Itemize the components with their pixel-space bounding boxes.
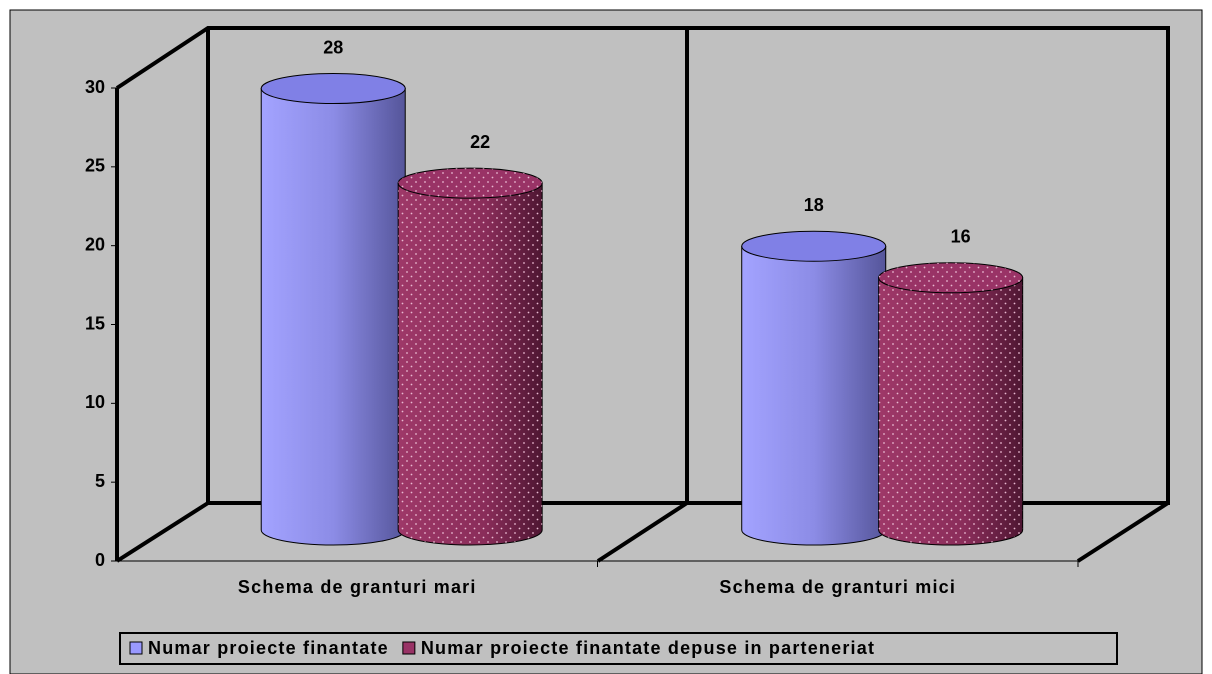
cylinder-texture (398, 183, 543, 546)
cylinder-body (260, 88, 406, 546)
y-tick-label: 30 (85, 77, 105, 97)
cylinder-top-texture (398, 168, 543, 199)
x-tick-label: Schema de granturi mici (719, 577, 956, 597)
y-tick-label: 10 (85, 392, 105, 412)
data-label: 16 (951, 226, 971, 246)
y-tick-label: 5 (95, 471, 105, 491)
data-label: 28 (323, 37, 343, 57)
legend-label: Numar proiecte finantate (148, 638, 389, 658)
data-label: 18 (804, 195, 824, 215)
legend-label: Numar proiecte finantate depuse in parte… (421, 638, 875, 658)
legend-swatch (402, 641, 416, 655)
legend-swatch (129, 641, 143, 655)
cylinder-top (741, 230, 887, 262)
data-label: 22 (470, 132, 490, 152)
cylinder-texture (878, 277, 1023, 546)
y-tick-label: 20 (85, 234, 105, 254)
cylinder-body (741, 245, 887, 546)
y-tick-label: 0 (95, 550, 105, 570)
y-tick-label: 25 (85, 156, 105, 176)
cylinder-top (260, 73, 406, 105)
cylinder-top-texture (878, 262, 1023, 293)
chart-background (9, 9, 1203, 674)
legend-box (119, 632, 1118, 665)
y-tick-label: 15 (85, 313, 105, 333)
x-tick-label: Schema de granturi mari (238, 577, 477, 597)
